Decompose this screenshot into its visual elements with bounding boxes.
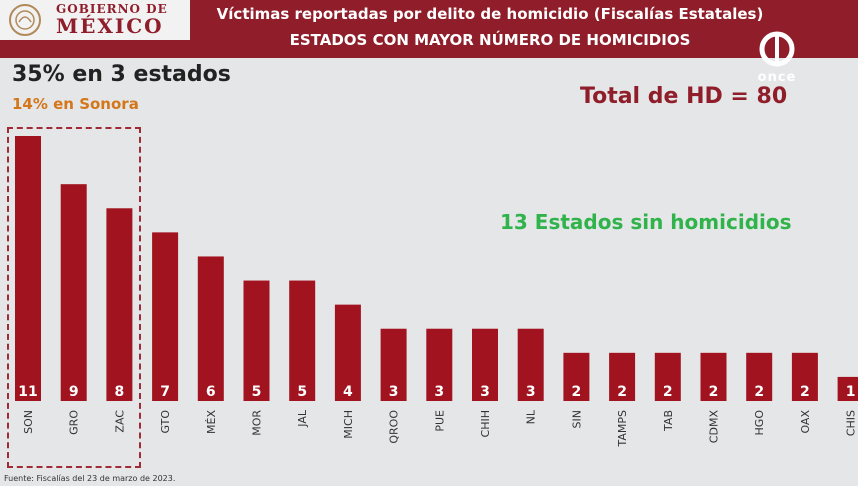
seal-icon [9,4,41,36]
bar-value-label: 8 [115,384,125,400]
bar-value-label: 11 [18,384,37,400]
category-label: GRO [68,410,81,435]
source-footer: Fuente: Fiscalías del 23 de marzo de 202… [4,474,176,483]
category-label: TAMPS [616,410,629,448]
bar-value-label: 7 [160,384,170,400]
category-label: CHIS [845,410,858,436]
government-logo: GOBIERNO DE MÉXICO [0,0,190,40]
category-label: OAX [799,410,812,434]
bar-value-label: 2 [754,384,764,400]
bar-pue [426,328,453,401]
bar-chih [472,328,498,401]
channel-logo-text: once [757,70,797,85]
category-label: CDMX [708,410,721,444]
bar-sin [563,352,590,401]
bar-value-label: 2 [572,384,582,400]
bar-tab [654,352,681,401]
bar-value-label: 2 [709,384,719,400]
bar-value-label: 4 [343,384,353,400]
logo-line2: MÉXICO [56,14,164,38]
bar-value-label: 3 [389,384,399,400]
bar-mor [243,280,270,401]
category-label: ZAC [113,410,126,433]
category-label: PUE [433,410,446,432]
category-label: GTO [159,410,172,434]
percentage-annotation: 35% en 3 estados [12,62,231,87]
bar-mich [334,304,361,401]
bar-value-label: 9 [69,384,79,400]
bar-value-label: 1 [846,384,856,400]
bar-value-label: 3 [526,384,536,400]
bar-value-label: 2 [800,384,810,400]
states-without-homicides: 13 Estados sin homicidios [500,210,792,234]
chart-title: Víctimas reportadas por delito de homici… [216,5,764,23]
category-label: MÉX [205,410,218,434]
category-label: MICH [342,410,355,439]
bar-nl [517,328,544,401]
bar-gto [152,232,179,401]
sonora-percentage-annotation: 14% en Sonora [12,95,139,113]
bar-hgo [746,352,773,401]
bar-value-label: 3 [480,384,490,400]
category-label: JAL [296,409,309,428]
bar-cdmx [700,352,727,401]
bar-value-label: 2 [617,384,627,400]
category-label: NL [525,409,538,424]
category-label: SIN [570,410,583,428]
bar-chis [837,376,858,401]
category-label: HGO [753,410,766,436]
bar-méx [197,256,224,401]
chart-subtitle: ESTADOS CON MAYOR NÚMERO DE HOMICIDIOS [289,31,691,49]
bar-value-label: 5 [297,384,307,400]
top-three-highlight-box [7,127,141,468]
bar-zac [106,208,133,401]
once-logo-icon [759,31,795,67]
category-label: TAB [662,410,675,432]
category-label: SON [22,410,35,434]
bar-gro [60,184,87,401]
category-label: QROO [388,410,401,444]
bar-qroo [380,328,407,401]
total-annotation: Total de HD = 80 [580,84,788,109]
bar-jal [289,280,316,401]
bar-oax [791,352,818,401]
header-bar: GOBIERNO DE MÉXICO Víctimas reportadas p… [0,0,858,58]
category-label: CHIH [479,410,492,437]
category-label: MOR [251,410,264,436]
bar-value-label: 5 [252,384,262,400]
bar-value-label: 3 [434,384,444,400]
logo-line1: GOBIERNO DE [56,2,168,16]
bar-tamps [609,352,636,401]
bar-son [15,136,41,401]
bar-value-label: 2 [663,384,673,400]
bar-value-label: 6 [206,384,216,400]
